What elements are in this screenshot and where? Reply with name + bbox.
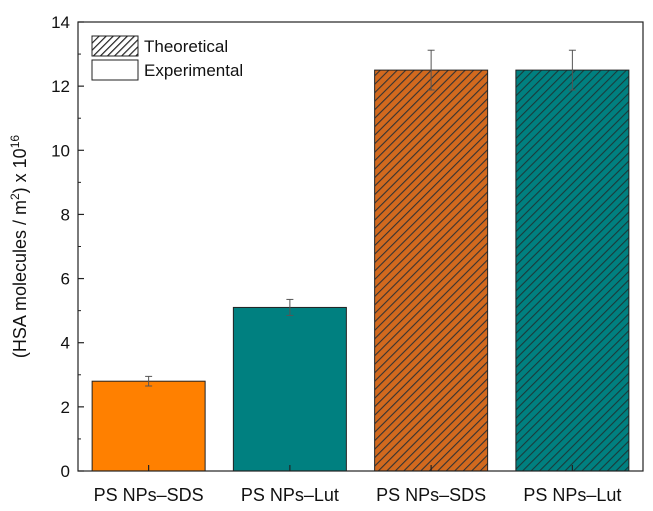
x-axis: PS NPs–SDS PS NPs–Lut PS NPs–SDS PS NPs–Lut bbox=[94, 465, 621, 505]
y-tick-label-10: 10 bbox=[51, 141, 70, 160]
y-axis-title: (HSA molecules / m2) x 1016 bbox=[8, 135, 30, 358]
legend: Theoretical Experimental bbox=[91, 35, 243, 81]
bar-3 bbox=[374, 69, 489, 472]
legend-swatch-theoretical bbox=[91, 35, 139, 57]
y-tick-label-8: 8 bbox=[61, 205, 70, 224]
error-bar-2 bbox=[286, 298, 294, 316]
bar-4 bbox=[515, 69, 630, 472]
error-bar-4 bbox=[568, 49, 576, 91]
y-tick-label-2: 2 bbox=[61, 398, 70, 417]
y-tick-label-12: 12 bbox=[51, 77, 70, 96]
x-category-label-1: PS NPs–SDS bbox=[94, 485, 204, 505]
y-axis: 0 2 4 6 8 10 12 14 bbox=[51, 13, 84, 481]
bars-layer bbox=[91, 69, 630, 472]
x-category-label-4: PS NPs–Lut bbox=[523, 485, 621, 505]
bar-1 bbox=[91, 380, 206, 472]
x-category-label-2: PS NPs–Lut bbox=[241, 485, 339, 505]
error-bars-layer bbox=[145, 49, 576, 387]
legend-label-theoretical: Theoretical bbox=[144, 37, 228, 56]
y-tick-label-4: 4 bbox=[61, 334, 70, 353]
legend-swatch-experimental bbox=[91, 59, 139, 81]
y-tick-label-0: 0 bbox=[61, 462, 70, 481]
error-bar-3 bbox=[427, 49, 435, 91]
error-bar-1 bbox=[145, 375, 153, 387]
y-tick-label-6: 6 bbox=[61, 270, 70, 289]
bar-2 bbox=[232, 306, 347, 472]
legend-label-experimental: Experimental bbox=[144, 61, 243, 80]
y-tick-label-14: 14 bbox=[51, 13, 70, 32]
x-category-label-3: PS NPs–SDS bbox=[376, 485, 486, 505]
